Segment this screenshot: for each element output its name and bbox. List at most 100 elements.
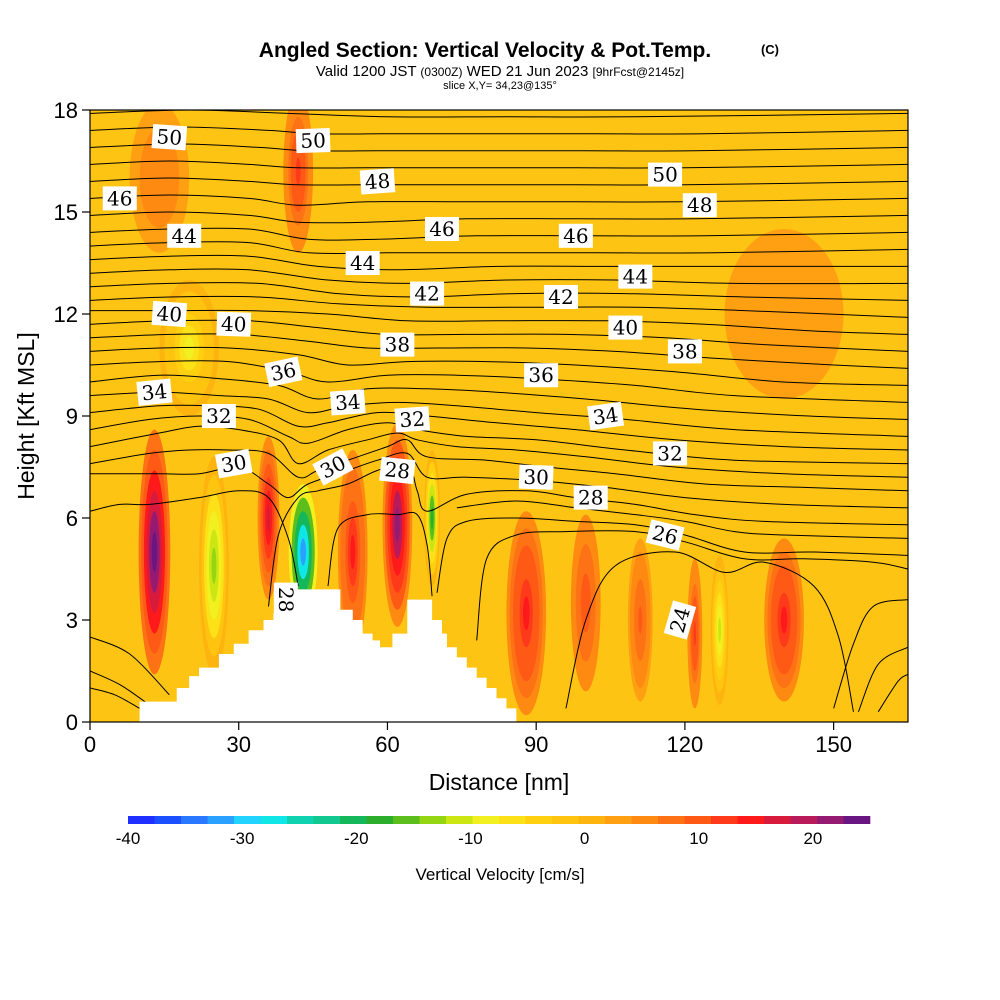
contour-label-box bbox=[216, 311, 252, 337]
colorbar-swatch bbox=[446, 816, 473, 824]
isentrope-line bbox=[90, 438, 908, 492]
contour-label-box bbox=[524, 363, 559, 388]
y-axis-label: Height [Kft MSL] bbox=[13, 332, 39, 499]
contour-label: 42 bbox=[410, 281, 445, 306]
colorbar-tick-label: 0 bbox=[580, 829, 589, 848]
isentrope-line bbox=[327, 511, 433, 597]
contour-label: 26 bbox=[645, 519, 685, 551]
colorbar-swatch bbox=[684, 816, 712, 824]
velocity-cell bbox=[337, 450, 368, 654]
contour-label-text: 38 bbox=[385, 333, 410, 357]
colorbar-swatch bbox=[287, 816, 314, 824]
contour-label-text: 38 bbox=[672, 339, 697, 363]
contour-label-box bbox=[653, 441, 688, 466]
y-tick-label: 3 bbox=[66, 608, 78, 633]
velocity-level bbox=[430, 506, 434, 530]
y-tick-label: 6 bbox=[66, 506, 78, 531]
isentrope-line bbox=[267, 462, 908, 607]
contour-label: 28 bbox=[379, 456, 416, 485]
chart-title: Angled Section: Vertical Velocity & Pot.… bbox=[259, 39, 711, 62]
velocity-level bbox=[780, 606, 788, 634]
contour-label: 28 bbox=[573, 485, 608, 510]
colorbar-swatch bbox=[525, 816, 553, 824]
contour-label: 44 bbox=[618, 264, 653, 289]
isentrope-line bbox=[90, 374, 908, 420]
isentrope-line bbox=[90, 636, 170, 696]
colorbar-swatch bbox=[340, 816, 367, 824]
contour-label-box bbox=[645, 519, 685, 551]
contour-label-box bbox=[295, 128, 331, 154]
colorbar-swatch bbox=[499, 816, 526, 824]
contour-label: 24 bbox=[663, 600, 697, 640]
colorbar-swatch bbox=[472, 816, 500, 824]
x-axis: 0 30 60 90 120 150 bbox=[84, 722, 852, 757]
colorbar-swatch bbox=[419, 816, 447, 824]
contour-label-box bbox=[273, 582, 298, 617]
y-tick-label: 12 bbox=[54, 302, 78, 327]
velocity-cell bbox=[159, 280, 219, 416]
subtitle-date: WED 21 Jun 2023 bbox=[462, 63, 592, 80]
velocity-level bbox=[693, 621, 697, 647]
velocity-level bbox=[638, 606, 643, 634]
colorbar-swatch bbox=[393, 816, 420, 824]
velocity-level bbox=[211, 547, 217, 584]
contour-label: 46 bbox=[424, 217, 459, 241]
contour-label-text: 32 bbox=[206, 404, 231, 428]
isentrope-line bbox=[90, 177, 908, 186]
colorbar-swatch bbox=[790, 816, 818, 824]
contour-label-text: 34 bbox=[591, 402, 620, 429]
isentrope-line bbox=[90, 254, 908, 271]
velocity-cell bbox=[570, 514, 601, 692]
isentrope-line bbox=[857, 646, 908, 712]
contour-label-box bbox=[573, 485, 608, 510]
isentrope-line bbox=[90, 160, 908, 169]
contour-label: 46 bbox=[558, 223, 593, 248]
x-axis-label: Distance [nm] bbox=[429, 769, 570, 795]
velocity-cell bbox=[257, 436, 280, 600]
contour-label-box bbox=[558, 223, 593, 248]
contour-label-text: 28 bbox=[383, 457, 411, 484]
isentrope-line bbox=[877, 673, 908, 713]
y-axis: 0 3 6 9 12 15 18 bbox=[54, 98, 90, 735]
slice-label: slice X,Y= 34,23@135° bbox=[443, 80, 557, 92]
isentrope-line bbox=[436, 517, 908, 593]
contour-label: 50 bbox=[295, 128, 331, 154]
velocity-cell bbox=[199, 456, 229, 675]
colorbar-swatch bbox=[366, 816, 394, 824]
colorbar-tick-label: -30 bbox=[230, 829, 255, 848]
contour-label-text: 44 bbox=[350, 251, 375, 275]
velocity-level bbox=[350, 535, 356, 569]
contour-label-box bbox=[167, 223, 202, 248]
isentrope-line bbox=[456, 500, 908, 539]
contour-label-box bbox=[608, 315, 643, 340]
isentrope-line bbox=[90, 126, 908, 135]
contour-label-box bbox=[359, 168, 396, 195]
contour-label-text: 40 bbox=[613, 316, 638, 340]
contour-label: 32 bbox=[653, 441, 688, 466]
isentrope-line bbox=[90, 687, 140, 709]
contour-label-box bbox=[136, 378, 173, 406]
velocity-cell bbox=[764, 538, 804, 702]
contour-label: 34 bbox=[587, 401, 625, 431]
x-tick-label: 120 bbox=[667, 732, 704, 757]
contour-label-text: 44 bbox=[171, 224, 196, 248]
isentrope-line bbox=[90, 143, 908, 152]
contour-label: 36 bbox=[524, 363, 559, 388]
subtitle-valid: Valid 1200 JST bbox=[316, 63, 421, 80]
contour-label-box bbox=[543, 285, 578, 309]
chart-subtitle: Valid 1200 JST (0300Z) WED 21 Jun 2023 [… bbox=[316, 63, 684, 80]
x-tick-label: 150 bbox=[815, 732, 852, 757]
contour-label-text: 46 bbox=[429, 217, 454, 241]
x-tick-label: 30 bbox=[226, 732, 250, 757]
contour-label-text: 50 bbox=[156, 124, 183, 150]
contour-label: 34 bbox=[136, 378, 173, 406]
colorbar-tick-label: -20 bbox=[344, 829, 369, 848]
velocity-field bbox=[129, 110, 844, 716]
contour-label-box bbox=[151, 124, 188, 151]
contour-label-text: 36 bbox=[268, 357, 298, 386]
isentrope-line bbox=[90, 391, 908, 437]
contour-label-text: 42 bbox=[548, 285, 573, 309]
contour-label: 30 bbox=[518, 464, 554, 490]
contour-label-box bbox=[151, 300, 188, 328]
